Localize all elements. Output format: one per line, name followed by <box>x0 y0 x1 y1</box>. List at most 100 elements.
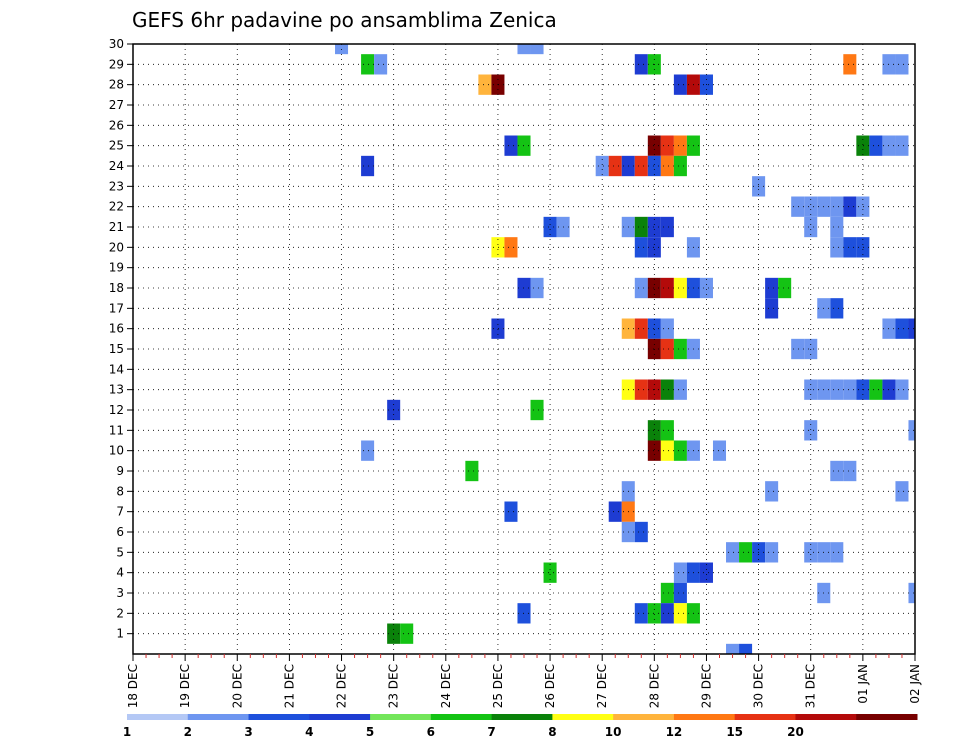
heatmap-cell <box>673 582 687 604</box>
x-tick-label: 25 DEC <box>491 664 505 708</box>
y-tick-label: 14 <box>109 362 124 376</box>
heatmap-cell <box>673 135 687 156</box>
x-tick-label: 21 DEC <box>282 664 296 708</box>
heatmap-cell <box>491 237 505 258</box>
heatmap-cell <box>478 74 492 95</box>
heatmap-cell <box>361 155 375 177</box>
colorbar-label: 12 <box>666 725 683 739</box>
y-tick-label: 5 <box>116 545 124 559</box>
heatmap-cell <box>647 440 661 461</box>
x-tick-label: 22 DEC <box>335 664 349 708</box>
colorbar-segment <box>856 714 918 720</box>
y-tick-label: 11 <box>109 423 124 437</box>
colorbar-segment <box>734 714 796 720</box>
colorbar-label: 8 <box>548 725 556 739</box>
heatmap-cell <box>530 399 544 421</box>
heatmap-cell <box>608 155 622 177</box>
y-tick-label: 25 <box>109 139 124 153</box>
x-tick-label: 28 DEC <box>647 664 661 708</box>
heatmap-cell <box>504 237 518 258</box>
heatmap-cell <box>634 277 648 299</box>
heatmap-cell <box>765 277 779 299</box>
heatmap-cell <box>400 623 414 644</box>
heatmap-cell <box>856 196 870 217</box>
heatmap-cell <box>804 196 818 217</box>
heatmap-cell <box>634 237 648 258</box>
y-tick-label: 12 <box>109 403 124 417</box>
heatmap-cell <box>869 135 883 156</box>
heatmap-cell <box>830 196 844 217</box>
heatmap-cell <box>634 54 648 75</box>
heatmap-cell <box>608 501 622 522</box>
heatmap-cell <box>712 440 727 461</box>
heatmap-cell <box>856 135 870 156</box>
heatmap-cell <box>647 318 661 339</box>
heatmap-cell <box>595 155 609 177</box>
y-tick-label: 15 <box>109 342 124 356</box>
heatmap-cell <box>374 54 388 75</box>
y-tick-label: 16 <box>109 322 124 336</box>
heatmap-cell <box>504 135 518 156</box>
heatmap-cell <box>804 216 818 238</box>
heatmap-cell <box>543 562 557 583</box>
heatmap-cell <box>726 643 740 654</box>
y-tick-label: 3 <box>116 586 124 600</box>
heatmap-cell <box>765 542 779 563</box>
heatmap-cell <box>361 440 375 461</box>
y-tick-label: 10 <box>109 444 124 458</box>
heatmap-cell <box>673 562 687 583</box>
y-axis: 1234567891011121314151617181920212223242… <box>109 37 133 641</box>
y-tick-label: 19 <box>109 261 124 275</box>
colorbar: 1 2 3 4 5 6 7 8 10 12 15 20 <box>123 714 918 739</box>
heatmap-cell <box>739 643 753 654</box>
heatmap-cell <box>869 379 883 400</box>
x-tick-label: 20 DEC <box>230 664 244 708</box>
y-tick-label: 27 <box>109 98 124 112</box>
heatmap-cell <box>660 155 674 177</box>
heatmap-cell <box>647 155 661 177</box>
y-tick-label: 29 <box>109 57 124 71</box>
heatmap-cell <box>830 216 844 238</box>
colorbar-label: 2 <box>184 725 192 739</box>
x-tick-label: 26 DEC <box>543 664 557 708</box>
colorbar-segment <box>673 714 736 720</box>
heatmap-cell <box>895 135 909 156</box>
y-tick-label: 20 <box>109 240 124 254</box>
y-tick-label: 9 <box>116 464 124 478</box>
heatmap-cell <box>699 277 713 299</box>
heatmap-cell <box>830 379 844 400</box>
y-tick-label: 24 <box>109 159 124 173</box>
x-tick-label: 23 DEC <box>387 664 401 708</box>
heatmap-cell <box>908 420 915 441</box>
y-tick-label: 28 <box>109 78 124 92</box>
heatmap-cell <box>647 603 661 624</box>
heatmap-cell <box>895 481 909 502</box>
heatmap-cell <box>830 298 844 319</box>
heatmap-cell <box>634 216 648 238</box>
y-tick-label: 1 <box>116 627 124 641</box>
heatmap-cell <box>647 237 661 258</box>
colorbar-label: 6 <box>427 725 435 739</box>
y-tick-label: 7 <box>116 505 124 519</box>
heatmap-cell <box>908 582 915 604</box>
colorbar-segment <box>795 714 857 720</box>
heatmap-cell <box>804 420 818 441</box>
y-tick-label: 18 <box>109 281 124 295</box>
heatmap-cell <box>660 216 674 238</box>
heatmap-cell <box>660 440 674 461</box>
chart-title: GEFS 6hr padavine po ansamblima Zenica <box>132 8 557 32</box>
heatmap-cell <box>673 603 687 624</box>
heatmap-cell <box>673 277 687 299</box>
y-tick-label: 26 <box>109 118 124 132</box>
y-tick-label: 6 <box>116 525 124 539</box>
x-tick-label: 01 JAN <box>856 664 870 704</box>
heatmap-cell <box>830 460 844 482</box>
y-tick-label: 4 <box>116 566 124 580</box>
heatmap-cell <box>895 318 909 339</box>
heatmap-cell <box>908 318 915 339</box>
heatmap-cell <box>647 216 661 238</box>
y-tick-label: 8 <box>116 484 124 498</box>
heatmap-cell <box>660 603 674 624</box>
heatmap-cell <box>647 135 661 156</box>
